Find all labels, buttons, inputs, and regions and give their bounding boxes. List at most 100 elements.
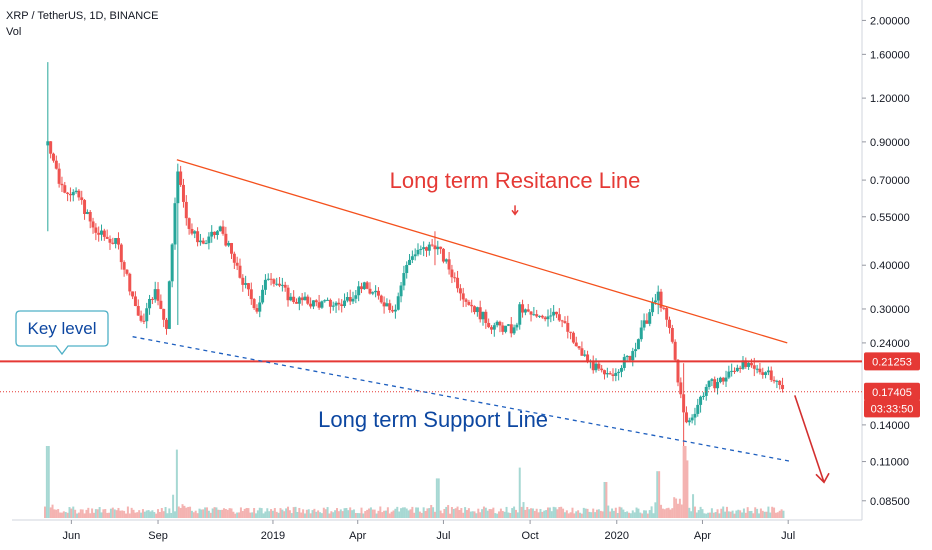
- candle-body[interactable]: [608, 373, 612, 375]
- candle-body[interactable]: [419, 248, 423, 250]
- candle-body[interactable]: [752, 365, 756, 369]
- candle-body[interactable]: [153, 289, 157, 300]
- candle-body[interactable]: [297, 297, 301, 304]
- candle-body[interactable]: [122, 262, 126, 270]
- candle-body[interactable]: [176, 171, 180, 204]
- candle-body[interactable]: [526, 309, 530, 312]
- candle-body[interactable]: [718, 377, 722, 383]
- candle-body[interactable]: [51, 153, 55, 161]
- candle-body[interactable]: [523, 309, 527, 313]
- candle-body[interactable]: [450, 269, 454, 278]
- candle-body[interactable]: [150, 298, 154, 300]
- candle-body[interactable]: [128, 273, 132, 292]
- candle-body[interactable]: [198, 240, 202, 243]
- candle-body[interactable]: [292, 296, 296, 303]
- candle-body[interactable]: [461, 293, 465, 300]
- candle-body[interactable]: [631, 351, 635, 361]
- candle-body[interactable]: [374, 290, 378, 293]
- candle-body[interactable]: [690, 417, 694, 421]
- candle-body[interactable]: [439, 246, 443, 249]
- candle-body[interactable]: [433, 245, 437, 250]
- candle-body[interactable]: [656, 291, 660, 301]
- candle-body[interactable]: [156, 289, 160, 301]
- candle-body[interactable]: [190, 228, 194, 234]
- candle-body[interactable]: [673, 341, 677, 360]
- candle-body[interactable]: [730, 370, 734, 372]
- candle-body[interactable]: [749, 363, 753, 366]
- candle-body[interactable]: [591, 360, 595, 371]
- candle-body[interactable]: [738, 367, 742, 369]
- candle-body[interactable]: [416, 249, 420, 255]
- candle-body[interactable]: [399, 285, 403, 297]
- candle-body[interactable]: [501, 325, 505, 332]
- candle-body[interactable]: [761, 372, 765, 375]
- candle-body[interactable]: [515, 324, 519, 328]
- candle-body[interactable]: [213, 231, 217, 235]
- candle-body[interactable]: [430, 244, 434, 246]
- candle-body[interactable]: [744, 360, 748, 367]
- candle-body[interactable]: [693, 413, 697, 418]
- candle-body[interactable]: [365, 282, 369, 289]
- symbol-header[interactable]: XRP / TetherUS, 1D, BINANCE: [6, 10, 159, 22]
- candle-body[interactable]: [201, 240, 205, 244]
- candle-body[interactable]: [255, 308, 259, 312]
- candle-body[interactable]: [306, 296, 310, 304]
- candle-body[interactable]: [509, 324, 513, 334]
- candle-body[interactable]: [600, 368, 604, 371]
- candle-body[interactable]: [755, 368, 759, 370]
- candle-body[interactable]: [721, 377, 725, 382]
- candle-body[interactable]: [574, 342, 578, 347]
- candle-body[interactable]: [91, 221, 95, 228]
- candle-body[interactable]: [74, 190, 78, 193]
- candle-body[interactable]: [410, 256, 414, 260]
- candle-body[interactable]: [85, 211, 89, 215]
- candle-body[interactable]: [215, 231, 219, 235]
- candle-body[interactable]: [645, 320, 649, 324]
- candle-body[interactable]: [300, 297, 304, 301]
- candle-body[interactable]: [280, 284, 284, 286]
- candle-body[interactable]: [343, 300, 347, 307]
- candle-body[interactable]: [159, 300, 163, 309]
- candle-body[interactable]: [230, 243, 234, 254]
- candle-body[interactable]: [331, 305, 335, 307]
- candle-body[interactable]: [583, 354, 587, 356]
- candle-body[interactable]: [727, 371, 731, 378]
- candle-body[interactable]: [102, 230, 106, 237]
- candle-body[interactable]: [504, 325, 508, 332]
- candle-body[interactable]: [653, 300, 657, 303]
- candle-body[interactable]: [614, 372, 618, 376]
- candle-body[interactable]: [351, 298, 355, 302]
- candle-body[interactable]: [535, 314, 539, 317]
- candle-body[interactable]: [569, 331, 573, 333]
- resistance-label[interactable]: Long term Resitance Line: [390, 168, 641, 193]
- candle-body[interactable]: [518, 304, 522, 325]
- price-label-box[interactable]: [864, 399, 920, 418]
- candle-body[interactable]: [733, 370, 737, 372]
- candle-body[interactable]: [289, 296, 293, 301]
- candle-body[interactable]: [554, 311, 558, 315]
- candle-body[interactable]: [532, 314, 536, 316]
- candle-body[interactable]: [328, 299, 332, 307]
- candle-body[interactable]: [458, 288, 462, 294]
- candle-body[interactable]: [464, 299, 468, 302]
- candle-body[interactable]: [642, 320, 646, 328]
- candle-body[interactable]: [619, 367, 623, 372]
- candle-body[interactable]: [696, 404, 700, 414]
- candle-body[interactable]: [538, 315, 542, 317]
- candle-body[interactable]: [116, 238, 120, 245]
- candle-body[interactable]: [320, 301, 324, 308]
- candle-body[interactable]: [80, 197, 84, 201]
- candle-body[interactable]: [413, 254, 417, 257]
- candle-body[interactable]: [357, 286, 361, 296]
- candle-body[interactable]: [125, 269, 129, 274]
- candle-body[interactable]: [764, 372, 768, 375]
- candle-body[interactable]: [263, 279, 267, 290]
- candle-body[interactable]: [252, 299, 256, 309]
- candle-body[interactable]: [97, 232, 101, 235]
- candle-body[interactable]: [560, 320, 564, 322]
- candle-body[interactable]: [682, 394, 686, 413]
- candle-body[interactable]: [427, 244, 431, 251]
- candle-body[interactable]: [359, 286, 363, 290]
- candle-body[interactable]: [184, 201, 188, 219]
- candle-body[interactable]: [699, 396, 703, 405]
